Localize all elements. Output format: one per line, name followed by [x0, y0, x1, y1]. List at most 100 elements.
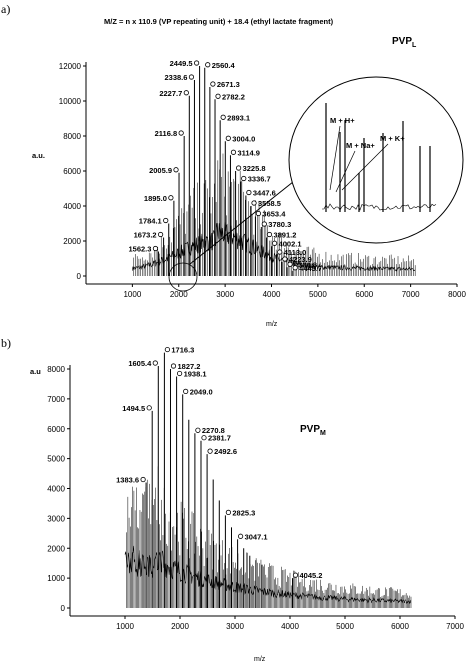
- peak-label: 2449.5: [170, 59, 193, 68]
- x-tick-label: 7000: [446, 622, 464, 631]
- peak-label: 4002.1: [279, 239, 302, 248]
- y-tick-label: 2000: [47, 544, 65, 553]
- peak-marker: [173, 167, 179, 173]
- panel-b-xlabel: m/z: [254, 656, 266, 663]
- zoom-arrow: [189, 173, 304, 265]
- panel-a-series-label: PVPL: [392, 36, 417, 49]
- peak-marker: [261, 221, 267, 227]
- y-tick-label: 6000: [63, 167, 81, 176]
- peak-marker: [163, 217, 169, 224]
- peak-marker: [157, 231, 164, 238]
- peak-marker: [152, 245, 159, 252]
- peak-marker: [201, 435, 207, 441]
- peak-marker: [140, 476, 146, 483]
- inset-pointer: [335, 150, 356, 193]
- peak-label: 3891.2: [273, 231, 296, 240]
- peak-label: 4445.7: [299, 264, 322, 273]
- peak-label: 3558.5: [258, 199, 281, 208]
- y-tick-label: 10000: [59, 97, 82, 106]
- panel-a-xlabel: m/z: [266, 321, 278, 328]
- y-tick-label: 4000: [47, 485, 65, 494]
- peak-marker: [193, 60, 200, 66]
- peak-marker: [266, 231, 273, 238]
- peak-label: 2825.3: [232, 508, 255, 517]
- peak-label: 1562.3: [128, 245, 151, 254]
- peak-marker: [282, 256, 288, 262]
- panel-a-label: a): [1, 2, 10, 16]
- peak-marker: [170, 363, 177, 369]
- peak-marker: [215, 93, 221, 99]
- peak-label: 2381.7: [208, 434, 231, 443]
- x-tick-label: 3000: [216, 290, 234, 299]
- peak-label: 3447.6: [253, 189, 276, 198]
- peak-label: 2782.2: [222, 92, 245, 101]
- peak-label: 2492.6: [214, 447, 237, 456]
- inset-label-h: M + H+: [330, 116, 355, 125]
- peak-marker: [251, 200, 257, 206]
- x-tick-label: 2000: [171, 622, 189, 631]
- peak-label: 1716.3: [171, 346, 194, 355]
- panel-b-label: b): [1, 336, 11, 350]
- peak-marker: [207, 448, 213, 454]
- peak-label: 1938.1: [184, 369, 207, 378]
- peak-marker: [225, 135, 231, 141]
- x-tick-label: 1000: [123, 290, 141, 299]
- peak-marker: [287, 261, 293, 267]
- inset-ellipse: [288, 76, 464, 244]
- x-tick-label: 8000: [448, 290, 466, 299]
- peak-marker: [205, 62, 211, 68]
- peak-label: 3780.3: [268, 220, 291, 229]
- peak-marker: [230, 149, 237, 155]
- y-tick-label: 0: [77, 272, 82, 281]
- inset-pointer: [329, 125, 341, 191]
- peak-marker: [292, 265, 298, 271]
- x-tick-label: 7000: [402, 290, 420, 299]
- x-tick-label: 6000: [391, 622, 409, 631]
- x-tick-label: 5000: [336, 622, 354, 631]
- peak-marker: [195, 427, 201, 433]
- peak-label: 3653.4: [262, 210, 286, 219]
- x-tick-label: 5000: [309, 290, 327, 299]
- panel-a-formula: M/Z = n x 110.9 (VP repeating unit) + 18…: [104, 17, 334, 26]
- peak-marker: [168, 195, 174, 201]
- peak-label: 2671.3: [217, 80, 240, 89]
- peak-marker: [246, 189, 252, 196]
- panel-b-ylabel: a.u: [30, 367, 41, 376]
- y-tick-label: 6000: [47, 425, 65, 434]
- peak-marker: [146, 405, 152, 411]
- peak-marker: [241, 175, 247, 182]
- panel-a-plot: 0 2000 4000 6000 8000 10000 12000 1000 2000 3000 4…: [59, 59, 467, 299]
- peak-label: 1895.0: [144, 194, 167, 203]
- y-tick-label: 8000: [47, 365, 65, 374]
- peak-marker: [183, 388, 189, 394]
- peak-label: 2116.8: [155, 129, 178, 138]
- panel-b-series-label: PVPM: [300, 424, 326, 437]
- peak-label: 4045.2: [299, 571, 322, 580]
- peak-marker: [235, 165, 242, 171]
- peak-marker: [152, 360, 158, 366]
- peak-label: 4334.8: [294, 260, 317, 269]
- peak-label: 1784.1: [139, 217, 162, 226]
- peak-marker: [188, 74, 195, 80]
- peak-label: 3047.1: [245, 532, 268, 541]
- inset-label-k: M + K+: [380, 134, 405, 143]
- inset-label-na: M + Na+: [346, 141, 375, 150]
- x-tick-label: 1000: [116, 622, 134, 631]
- panel-b-plot: 0 1000 2000 3000 4000 5000 6000 7000 8000 1000 200…: [47, 346, 464, 631]
- peak-marker: [176, 370, 183, 377]
- y-tick-label: 2000: [63, 237, 81, 246]
- peak-marker: [277, 249, 283, 255]
- peak-label: 2049.0: [190, 387, 213, 396]
- peak-label: 4113.0: [284, 248, 307, 257]
- peak-marker: [220, 114, 226, 120]
- peak-label: 3336.7: [248, 175, 271, 184]
- zoom-region-circle: [168, 262, 198, 292]
- peak-marker: [255, 210, 262, 217]
- x-tick-label: 4000: [263, 290, 281, 299]
- x-tick-label: 3000: [226, 622, 244, 631]
- peak-label: 1605.4: [128, 359, 152, 368]
- peak-marker: [164, 346, 170, 353]
- peak-label: 2560.4: [212, 61, 236, 70]
- peak-label: 1827.2: [177, 362, 200, 371]
